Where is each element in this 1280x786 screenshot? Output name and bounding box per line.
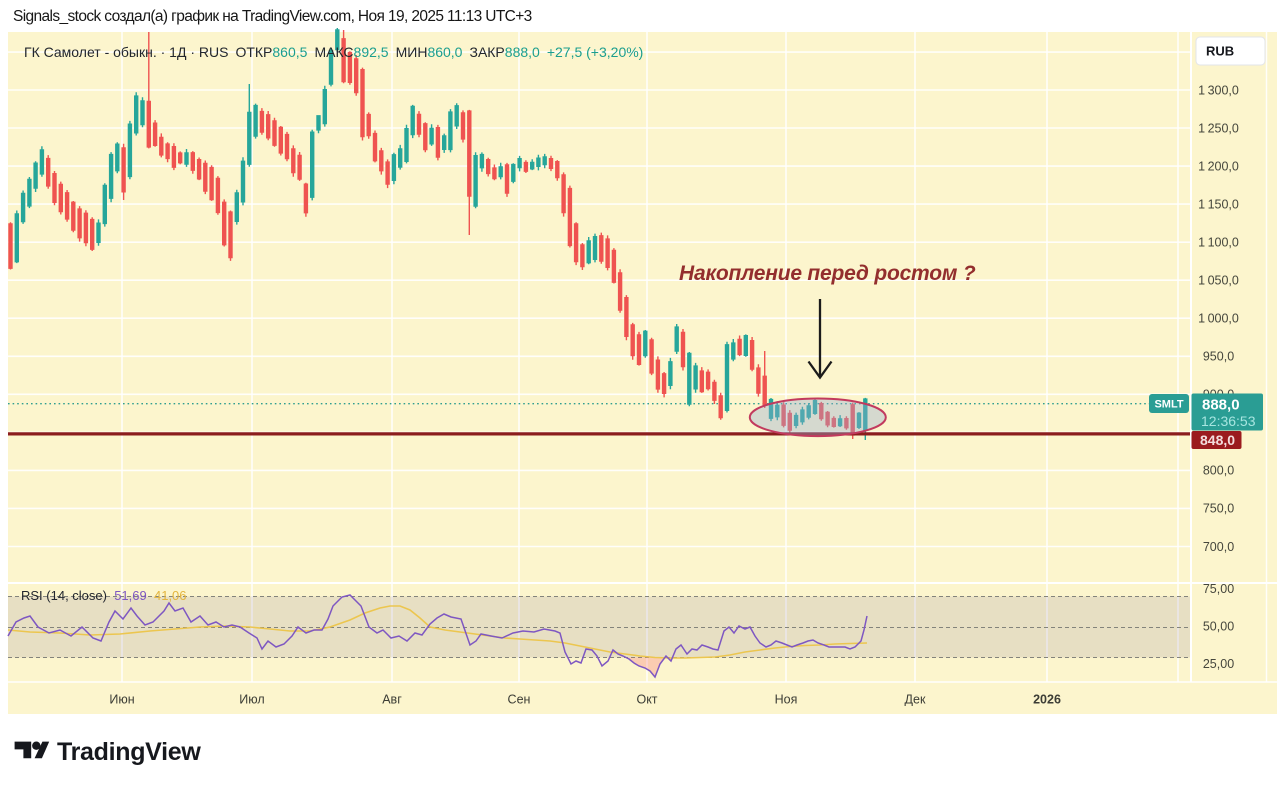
svg-text:750,0: 750,0 <box>1203 502 1234 516</box>
svg-text:Окт: Окт <box>636 693 657 707</box>
svg-text:950,0: 950,0 <box>1203 350 1234 364</box>
svg-text:Ноя: Ноя <box>775 693 798 707</box>
svg-text:888,0: 888,0 <box>1202 397 1240 414</box>
svg-text:700,0: 700,0 <box>1203 540 1234 554</box>
svg-text:SMLT: SMLT <box>1154 399 1183 411</box>
svg-text:2026: 2026 <box>1033 693 1061 707</box>
svg-text:Июл: Июл <box>239 693 264 707</box>
svg-text:12:36:53: 12:36:53 <box>1201 413 1256 429</box>
svg-text:75,00: 75,00 <box>1203 582 1234 596</box>
svg-text:1 050,0: 1 050,0 <box>1198 274 1239 288</box>
svg-text:50,00: 50,00 <box>1203 619 1234 633</box>
svg-text:1 000,0: 1 000,0 <box>1198 312 1239 326</box>
svg-text:1 300,0: 1 300,0 <box>1198 83 1239 97</box>
svg-text:1 100,0: 1 100,0 <box>1198 236 1239 250</box>
svg-text:Июн: Июн <box>109 693 134 707</box>
svg-text:848,0: 848,0 <box>1200 432 1235 448</box>
svg-text:25,00: 25,00 <box>1203 657 1234 671</box>
svg-text:1 200,0: 1 200,0 <box>1198 159 1239 173</box>
svg-text:Авг: Авг <box>382 693 402 707</box>
svg-text:RUB: RUB <box>1206 44 1234 59</box>
svg-text:Дек: Дек <box>905 693 926 707</box>
svg-text:800,0: 800,0 <box>1203 464 1234 478</box>
svg-text:Сен: Сен <box>508 693 531 707</box>
svg-text:1 150,0: 1 150,0 <box>1198 197 1239 211</box>
svg-text:1 250,0: 1 250,0 <box>1198 121 1239 135</box>
